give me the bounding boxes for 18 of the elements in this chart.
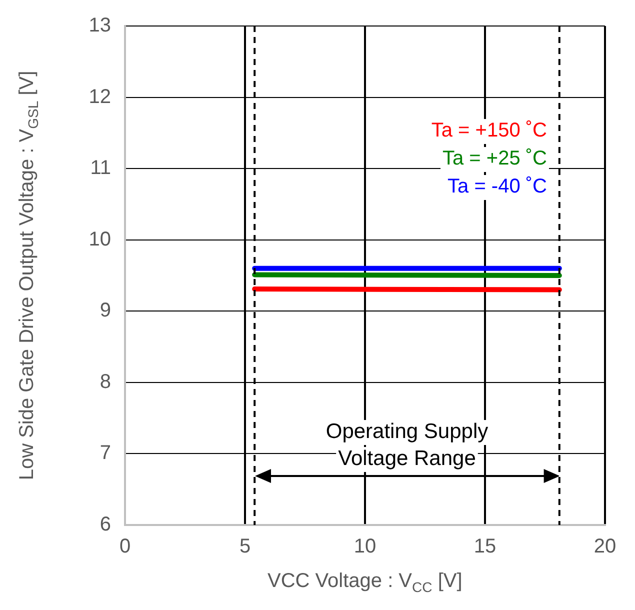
y-tick-label: 7	[100, 442, 111, 464]
y-tick-label: 10	[88, 228, 111, 250]
y-tick-label: 13	[88, 14, 111, 37]
x-tick-label: 15	[474, 536, 496, 558]
y-tick-label: 8	[100, 370, 111, 393]
x-axis-title: VCC Voltage : V$_{CC}$ [V]	[268, 570, 462, 595]
y-tick-label: 12	[88, 86, 111, 108]
y-tick-label: 11	[90, 157, 111, 180]
text: Ta = +150 ˚C	[431, 120, 547, 142]
x-tick-label: 5	[239, 536, 251, 558]
annotation: Operating Supply Voltage Range	[326, 420, 489, 470]
text: Ta = +25 ˚C	[442, 148, 547, 170]
y-tick-label: 6	[100, 514, 111, 536]
x-tick-label: 0	[119, 536, 131, 558]
x-tick-label: 20	[594, 536, 616, 558]
text: Ta = -40 ˚C	[448, 176, 547, 198]
y-tick-label: 9	[100, 300, 111, 322]
x-tick-label: 10	[354, 536, 376, 558]
